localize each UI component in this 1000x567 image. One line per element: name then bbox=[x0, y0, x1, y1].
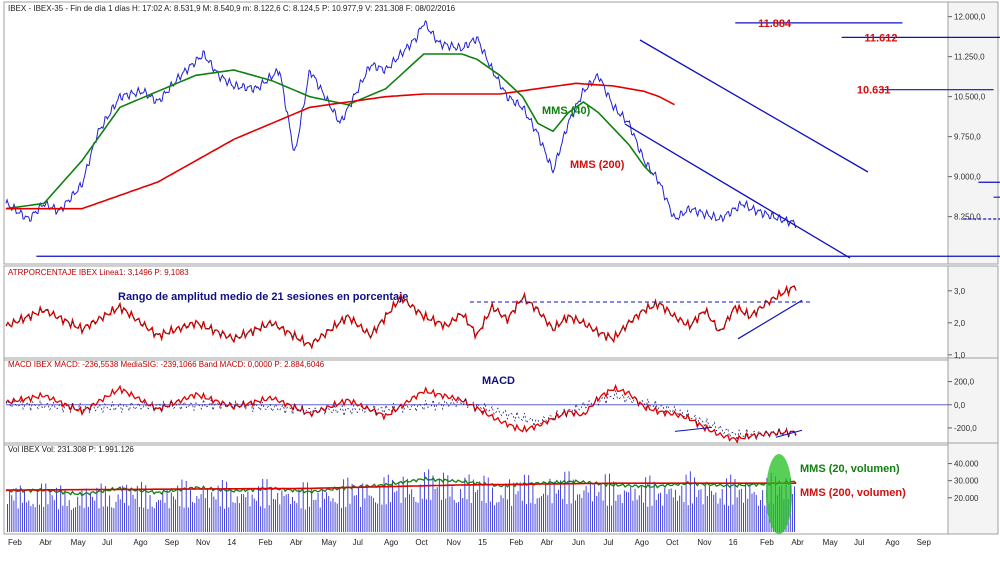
price-series-ibex bbox=[5, 20, 797, 229]
y-tick-label: 12.000,0 bbox=[954, 13, 986, 22]
x-tick-label: Sep bbox=[165, 538, 180, 547]
x-tick-label: Jul bbox=[603, 538, 613, 547]
x-tick-label: Feb bbox=[259, 538, 273, 547]
axis-strip bbox=[947, 1, 999, 265]
x-tick-label: Jul bbox=[854, 538, 864, 547]
x-tick-label: 15 bbox=[478, 538, 487, 547]
volume-legend-label: MMS (200, volumen) bbox=[800, 487, 906, 499]
atr-header: ATRPORCENTAJE IBEX Linea1: 3,1496 P: 9,1… bbox=[8, 268, 189, 277]
atr-series bbox=[5, 284, 797, 350]
price-header: IBEX - IBEX-35 - Fin de día 1 días H: 17… bbox=[8, 4, 456, 13]
mms200-label: MMS (200) bbox=[570, 159, 625, 171]
volume-highlight bbox=[766, 454, 792, 534]
x-tick-label: May bbox=[321, 538, 336, 547]
x-tick-label: May bbox=[71, 538, 86, 547]
volume-mms200 bbox=[6, 482, 797, 491]
x-tick-label: 16 bbox=[729, 538, 738, 547]
volume-legend-label: MMS (20, volumen) bbox=[800, 463, 900, 475]
macd-divergence-2 bbox=[775, 429, 803, 438]
y-tick-label: 0,0 bbox=[954, 401, 966, 410]
macd-series bbox=[5, 383, 797, 444]
x-tick-label: Jul bbox=[353, 538, 363, 547]
x-tick-label: Abr bbox=[290, 538, 303, 547]
y-tick-label: 3,0 bbox=[954, 287, 966, 296]
x-tick-label: Oct bbox=[415, 538, 428, 547]
x-tick-label: Abr bbox=[791, 538, 804, 547]
x-tick-label: Jul bbox=[102, 538, 112, 547]
x-tick-label: Feb bbox=[8, 538, 22, 547]
axis-strip bbox=[947, 442, 999, 535]
x-tick-label: 14 bbox=[227, 538, 236, 547]
volume-header: Vol IBEX Vol: 231.308 P: 1.991.126 bbox=[8, 445, 134, 454]
x-tick-label: Nov bbox=[196, 538, 210, 547]
mms40-label: MMS (40) bbox=[542, 105, 591, 117]
x-tick-label: Jun bbox=[572, 538, 585, 547]
trendline-upper bbox=[639, 39, 869, 173]
x-tick-label: Ago bbox=[635, 538, 650, 547]
macd-signal bbox=[5, 390, 797, 441]
macd-divergence-1 bbox=[674, 426, 713, 432]
y-tick-label: 1,0 bbox=[954, 351, 966, 360]
x-tick-label: Feb bbox=[760, 538, 774, 547]
x-tick-label: Ago bbox=[885, 538, 900, 547]
y-tick-label: -200,0 bbox=[954, 424, 977, 433]
atr-trendline bbox=[737, 299, 803, 340]
x-tick-label: Oct bbox=[666, 538, 679, 547]
x-tick-label: Nov bbox=[697, 538, 711, 547]
y-tick-label: 200,0 bbox=[954, 378, 975, 387]
x-tick-label: Abr bbox=[39, 538, 52, 547]
y-tick-label: 9.750,0 bbox=[954, 133, 981, 142]
x-tick-label: Ago bbox=[384, 538, 399, 547]
macd-header: MACD IBEX MACD: -236,5538 MediaSIG: -239… bbox=[8, 360, 325, 369]
level-label: 11.884 bbox=[758, 18, 792, 30]
atr-signal bbox=[5, 286, 797, 347]
x-tick-label: Abr bbox=[541, 538, 554, 547]
x-tick-label: May bbox=[823, 538, 838, 547]
trendline-lower bbox=[624, 123, 851, 259]
level-label: 10.631 bbox=[857, 85, 891, 97]
y-tick-label: 10.500,0 bbox=[954, 93, 986, 102]
y-tick-label: 11.250,0 bbox=[954, 53, 985, 62]
macd-title: MACD bbox=[482, 375, 515, 387]
y-tick-label: 30.000 bbox=[954, 477, 979, 486]
y-tick-label: 2,0 bbox=[954, 319, 966, 328]
axis-strip bbox=[947, 357, 999, 446]
y-tick-label: 40.000 bbox=[954, 460, 979, 469]
y-tick-label: 9.000,0 bbox=[954, 173, 981, 182]
x-tick-label: Sep bbox=[917, 538, 932, 547]
y-tick-label: 8.250,0 bbox=[954, 213, 981, 222]
price-series-mms200 bbox=[6, 82, 675, 210]
atr-title: Rango de amplitud medio de 21 sesiones e… bbox=[118, 291, 408, 303]
axis-strip bbox=[947, 265, 999, 361]
y-tick-label: 20.000 bbox=[954, 494, 979, 503]
x-tick-label: Feb bbox=[509, 538, 523, 547]
level-label: 11.612 bbox=[864, 32, 897, 44]
price-series-mms40 bbox=[5, 53, 653, 210]
x-tick-label: Nov bbox=[447, 538, 461, 547]
x-tick-label: Ago bbox=[133, 538, 148, 547]
